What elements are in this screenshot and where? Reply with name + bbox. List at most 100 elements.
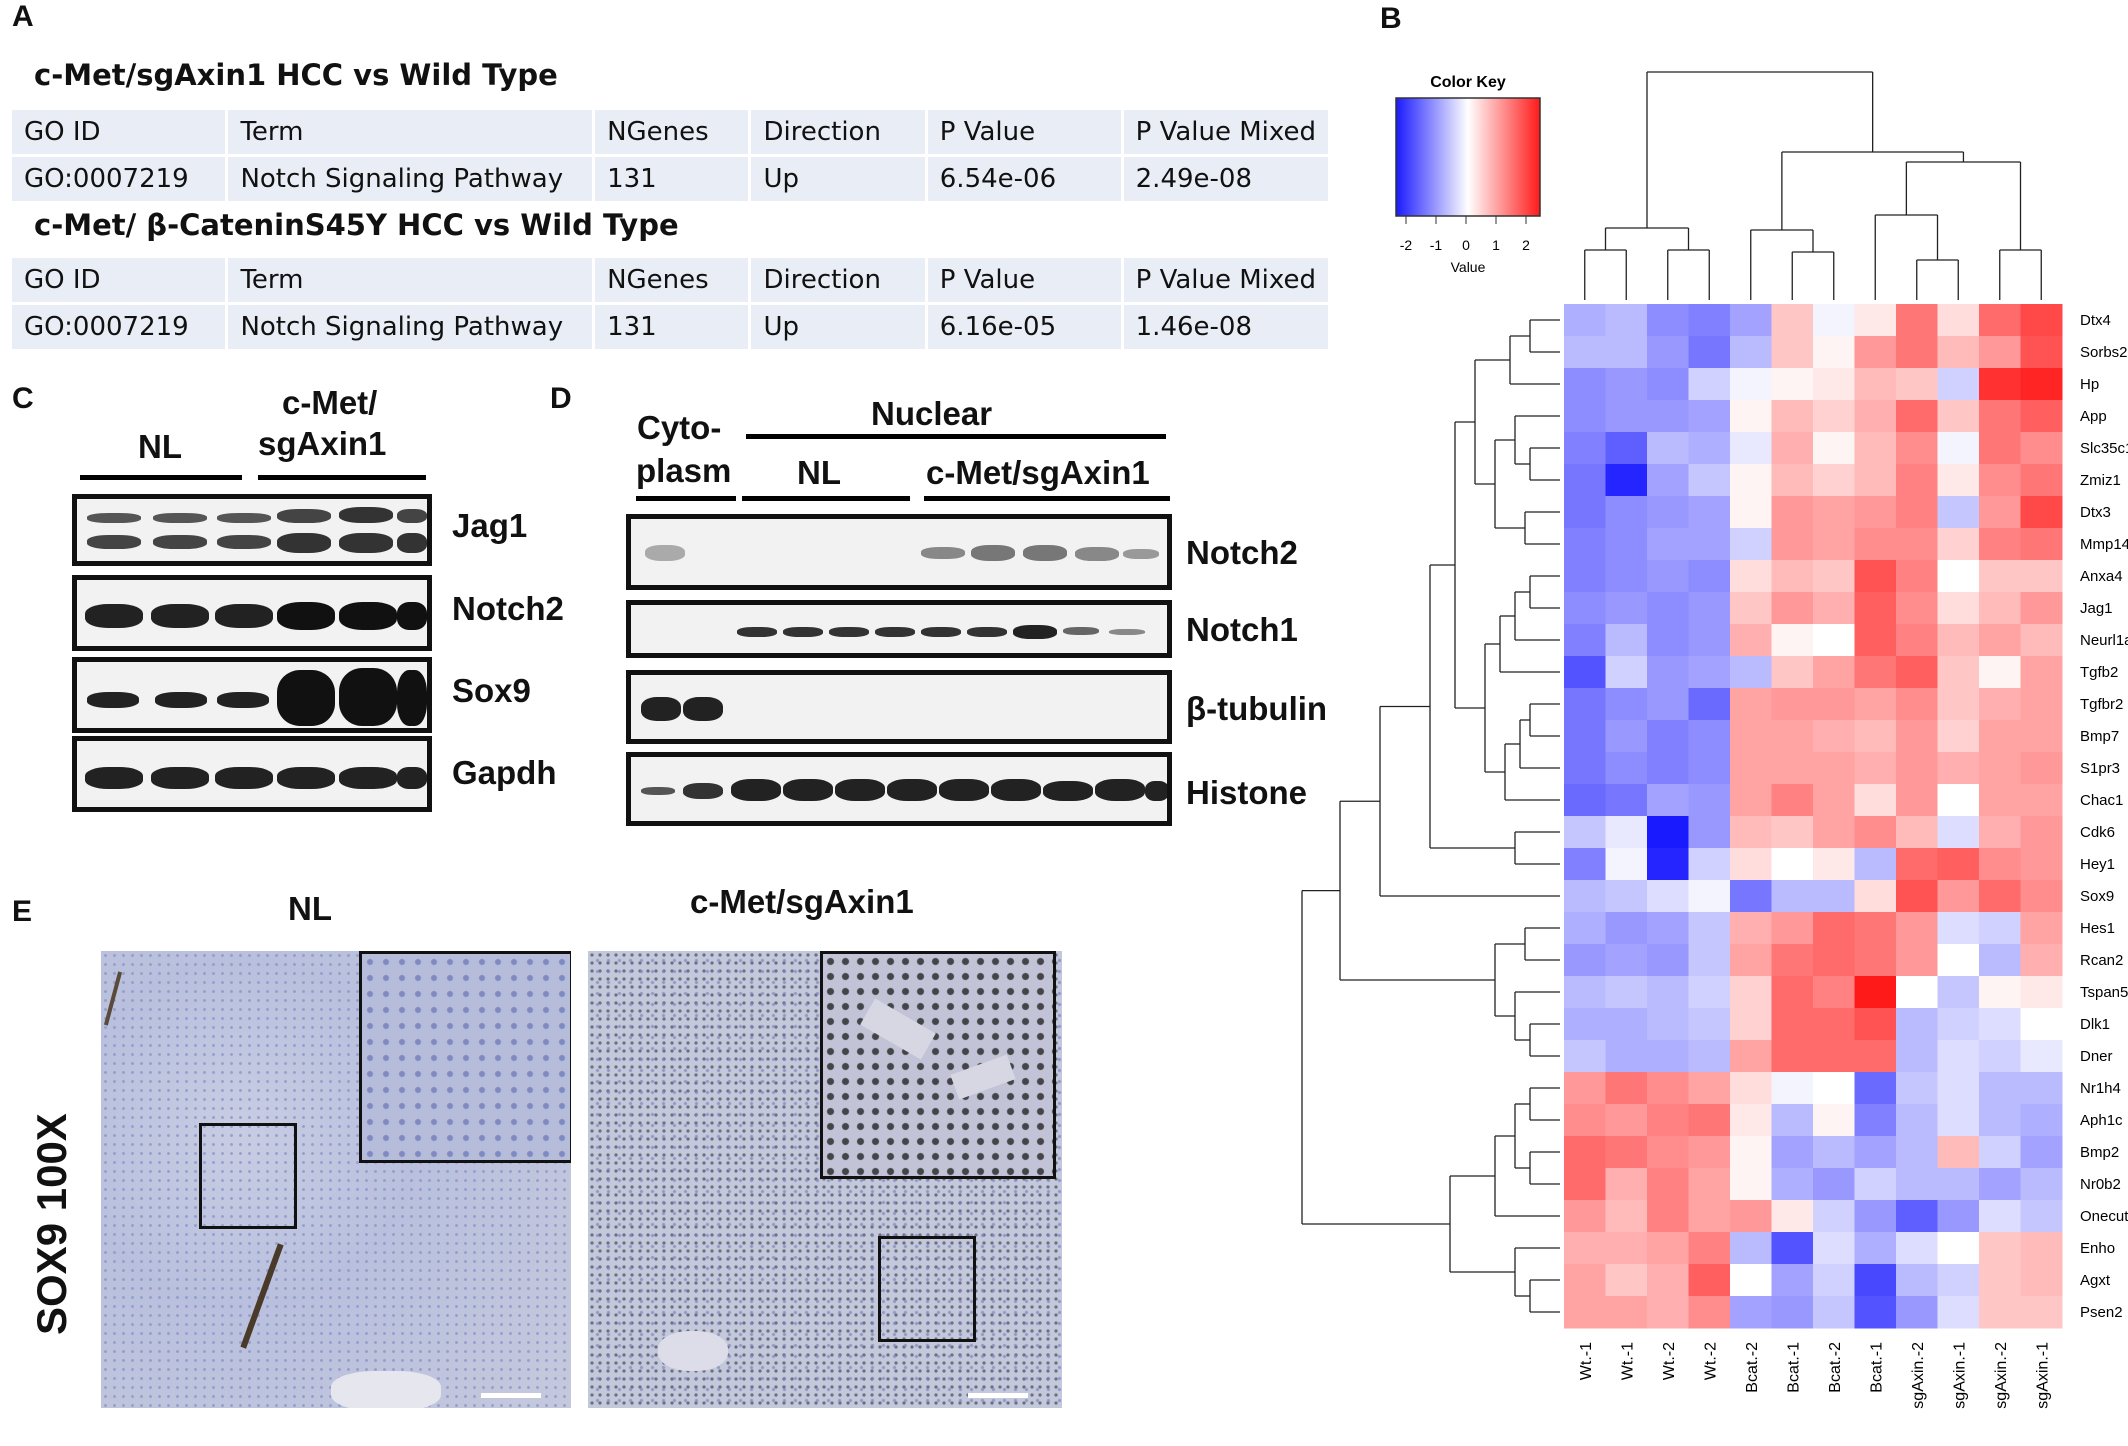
heatmap-column-label: sgAxin.-2	[1993, 1342, 2010, 1409]
color-key-title: Color Key	[1430, 74, 1506, 91]
heatmap-cell	[1937, 1200, 1980, 1233]
ihc-left-title: NL	[288, 890, 332, 927]
heatmap-row-label: Sorbs2	[2080, 344, 2128, 361]
heatmap-cell	[2020, 1104, 2063, 1137]
heatmap-cell	[1896, 976, 1938, 1009]
heatmap-cell	[1605, 880, 1648, 913]
heatmap-cell	[1979, 400, 2021, 433]
heatmap-cell	[1979, 464, 2021, 497]
heatmap-cell	[1647, 432, 1689, 465]
table-cell: GO:0007219	[12, 157, 226, 201]
heatmap-cell	[1647, 624, 1689, 657]
blot-d-notch1	[626, 600, 1172, 658]
column-dendrogram	[1584, 71, 2042, 300]
blot-c-gapdh	[72, 736, 432, 812]
heatmap-row-labels: Dtx4 Sorbs2 Hp App Slc35c1 Zmiz1 Dtx3 Mmp14 Anxa…	[2080, 312, 2128, 1321]
heatmap-cell	[2020, 304, 2063, 337]
table-cell: P Value	[927, 258, 1121, 302]
heatmap-cell	[1730, 1136, 1772, 1169]
heatmap-cell	[1564, 1104, 1606, 1137]
heatmap-cell	[1647, 400, 1689, 433]
heatmap-cell	[1896, 1040, 1938, 1073]
blot-d-cyto-line1: Cyto-	[637, 409, 722, 446]
heatmap-cell	[1564, 1008, 1606, 1041]
heatmap-cell	[1605, 624, 1648, 657]
heatmap-cell	[1896, 720, 1938, 753]
heatmap-cell	[1730, 784, 1772, 817]
heatmap-cell	[1813, 368, 1855, 401]
panel-letter-d: D	[550, 382, 572, 415]
heatmap-cell	[1813, 304, 1855, 337]
heatmap-cell	[1730, 1008, 1772, 1041]
heatmap-cell	[1937, 784, 1980, 817]
heatmap-cell	[1564, 464, 1606, 497]
heatmap-cell	[2020, 848, 2063, 881]
heatmap-row-label: Hp	[2080, 376, 2099, 393]
heatmap-cell	[1647, 592, 1689, 625]
heatmap-cell	[2020, 1232, 2063, 1265]
blot-c-label-jag1: Jag1	[452, 507, 528, 544]
heatmap-cell	[1896, 464, 1938, 497]
heatmap-cell	[1979, 496, 2021, 529]
heatmap-row-label: Tgfbr2	[2080, 696, 2123, 713]
heatmap-cell	[1730, 432, 1772, 465]
heatmap-cell	[1730, 1296, 1772, 1329]
heatmap-cell	[1688, 1104, 1731, 1137]
heatmap-column-label: sgAxin.-1	[1951, 1342, 1968, 1409]
heatmap-cell	[1854, 432, 1897, 465]
heatmap-cell	[1730, 304, 1772, 337]
heatmap-cell	[1771, 1168, 1814, 1201]
heatmap-cell	[1647, 944, 1689, 977]
heatmap-cell	[1771, 592, 1814, 625]
heatmap-cell	[1937, 752, 1980, 785]
blot-d-beta-tubulin	[626, 670, 1172, 744]
heatmap-cell	[1605, 1136, 1648, 1169]
heatmap-cell	[1564, 880, 1606, 913]
heatmap-cell	[1813, 624, 1855, 657]
heatmap-cell	[1813, 880, 1855, 913]
heatmap-cell	[1979, 560, 2021, 593]
heatmap-cell	[1937, 624, 1980, 657]
heatmap-cell	[1688, 368, 1731, 401]
heatmap-cell	[1896, 624, 1938, 657]
heatmap-cell	[2020, 912, 2063, 945]
blot-c-label-gapdh: Gapdh	[452, 754, 557, 791]
heatmap-cell	[1688, 304, 1731, 337]
heatmap-row-label: Sox9	[2080, 888, 2114, 905]
heatmap-cell	[2020, 1296, 2063, 1329]
heatmap-cell	[1937, 976, 1980, 1009]
heatmap-cell	[1979, 1072, 2021, 1105]
heatmap-cell	[2020, 816, 2063, 849]
heatmap-cell	[1647, 304, 1689, 337]
heatmap-cell	[1854, 976, 1897, 1009]
heatmap-cell	[1605, 560, 1648, 593]
table-cell: Term	[228, 110, 593, 154]
heatmap-cell	[1647, 1040, 1689, 1073]
heatmap-cell	[1688, 464, 1731, 497]
blot-c-label-notch2: Notch2	[452, 590, 564, 627]
heatmap-cell	[2020, 400, 2063, 433]
heatmap-cell	[1771, 784, 1814, 817]
heatmap-column-label: Wt.-1	[1578, 1342, 1595, 1380]
heatmap-cell	[1688, 816, 1731, 849]
heatmap-cell	[1771, 528, 1814, 561]
table-cell: 6.54e-06	[927, 157, 1121, 201]
heatmap-cell	[1688, 880, 1731, 913]
heatmap-cell	[1854, 784, 1897, 817]
heatmap-cell	[1647, 848, 1689, 881]
heatmap-cell	[1688, 1232, 1731, 1265]
heatmap-cell	[1854, 1168, 1897, 1201]
heatmap-cell	[1605, 752, 1648, 785]
heatmap-cell	[1979, 336, 2021, 369]
heatmap-cell	[1979, 1232, 2021, 1265]
heatmap-cell	[1979, 688, 2021, 721]
heatmap-cell	[1813, 592, 1855, 625]
heatmap-cell	[1688, 1072, 1731, 1105]
heatmap-cell	[1937, 336, 1980, 369]
heatmap-column-label: Wt.-2	[1702, 1342, 1719, 1380]
heatmap-cell	[1896, 496, 1938, 529]
heatmap-cell	[1688, 1008, 1731, 1041]
heatmap-cell	[1605, 1008, 1648, 1041]
heatmap-row-label: Tgfb2	[2080, 664, 2118, 681]
heatmap-cell	[1647, 368, 1689, 401]
